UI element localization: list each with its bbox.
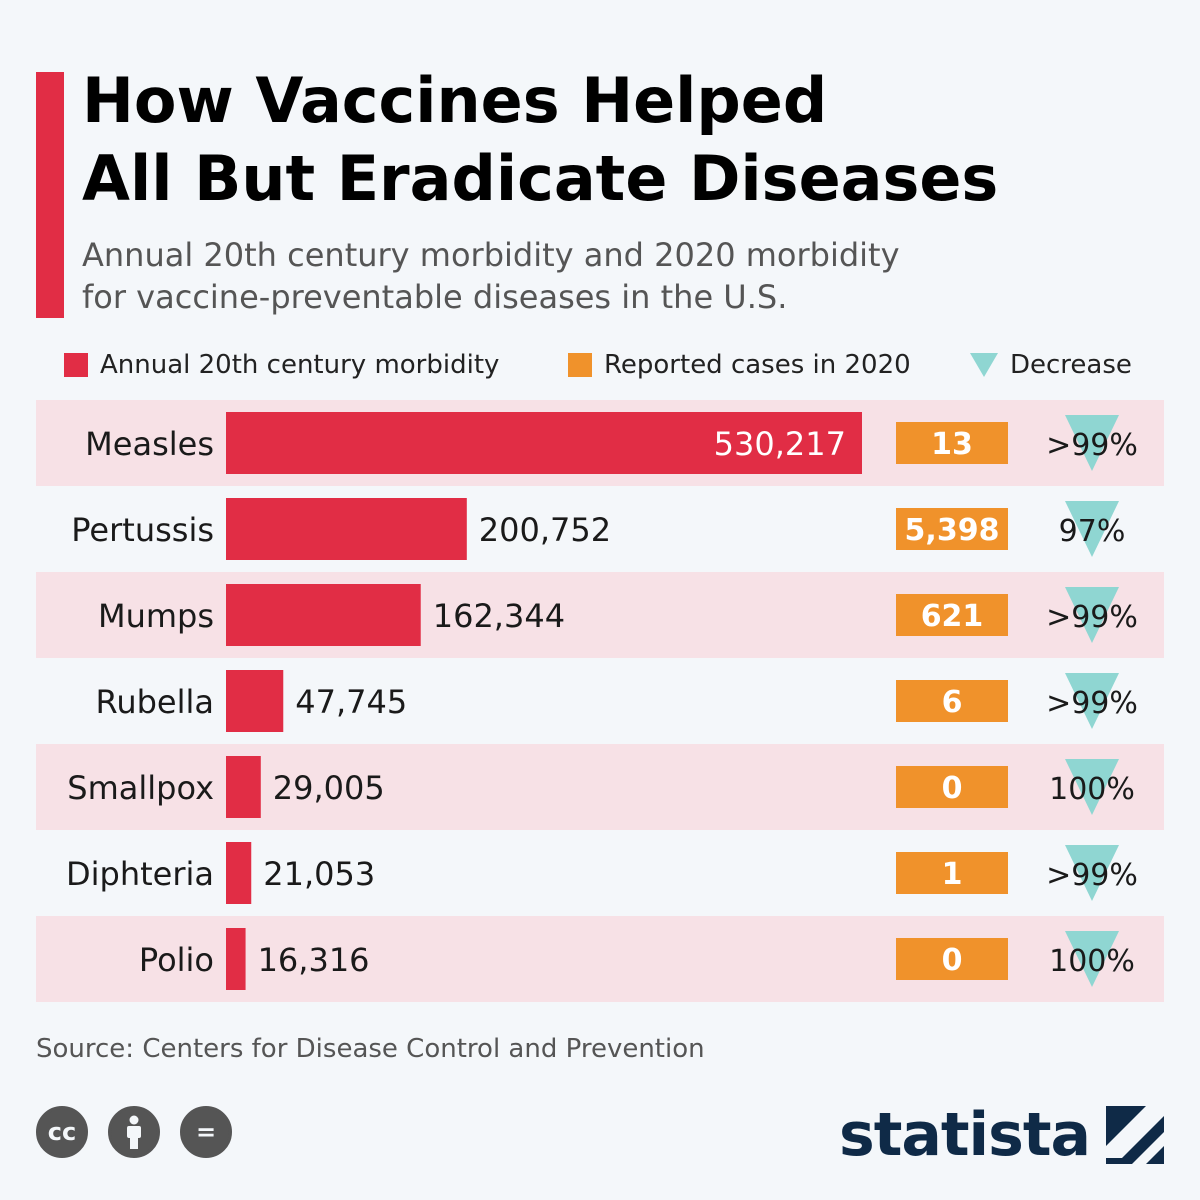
cases-2020-value-label: 1 xyxy=(942,857,963,892)
morbidity-value-label: 530,217 xyxy=(714,425,846,463)
category-label: Rubella xyxy=(96,683,214,721)
morbidity-bar xyxy=(226,842,252,904)
decrease-value-label: >99% xyxy=(1046,686,1138,721)
brand-name: statista xyxy=(838,1100,1091,1170)
category-label: Diphteria xyxy=(66,855,214,893)
decrease-value-label: >99% xyxy=(1046,428,1138,463)
cases-2020-box xyxy=(896,508,1008,550)
title-line-2: All But Eradicate Diseases xyxy=(82,142,999,215)
category-label: Polio xyxy=(139,941,214,979)
category-label: Smallpox xyxy=(67,769,214,807)
cases-2020-box xyxy=(896,852,1008,894)
morbidity-bar xyxy=(226,756,261,818)
decrease-triangle-icon xyxy=(1065,673,1119,729)
by-person-icon[interactable] xyxy=(108,1106,160,1158)
cases-2020-box xyxy=(896,422,1008,464)
page-title: How Vaccines Helped All But Eradicate Di… xyxy=(82,62,1172,218)
legend-item-decrease: Decrease xyxy=(970,350,1132,380)
legend-label-morbidity: Annual 20th century morbidity xyxy=(100,350,500,380)
legend-swatch-cases-2020 xyxy=(568,353,592,377)
morbidity-bar xyxy=(226,928,246,990)
legend-label-cases-2020: Reported cases in 2020 xyxy=(604,350,911,380)
morbidity-value-label: 16,316 xyxy=(258,941,370,979)
decrease-value-label: 100% xyxy=(1049,772,1135,807)
decrease-triangle-icon xyxy=(1065,759,1119,815)
cases-2020-box xyxy=(896,594,1008,636)
legend-label-decrease: Decrease xyxy=(1010,350,1132,380)
morbidity-value-label: 21,053 xyxy=(263,855,375,893)
legend-item-cases-2020: Reported cases in 2020 xyxy=(568,350,911,380)
cases-2020-box xyxy=(896,766,1008,808)
decrease-value-label: >99% xyxy=(1046,858,1138,893)
decrease-triangle-icon xyxy=(1065,501,1119,557)
legend-triangle-icon xyxy=(970,353,998,377)
title-accent-bar xyxy=(36,72,64,318)
morbidity-value-label: 162,344 xyxy=(433,597,565,635)
statista-logo-icon xyxy=(1106,1106,1164,1164)
decrease-value-label: 97% xyxy=(1059,514,1126,549)
no-derivatives-icon[interactable]: = xyxy=(180,1106,232,1158)
cases-2020-box xyxy=(896,680,1008,722)
decrease-triangle-icon xyxy=(1065,845,1119,901)
brand-logo[interactable]: statista xyxy=(839,1100,1164,1170)
cases-2020-value-label: 6 xyxy=(942,685,963,720)
license-icons: cc = xyxy=(36,1106,252,1158)
cases-2020-box xyxy=(896,938,1008,980)
cases-2020-value-label: 0 xyxy=(942,943,963,978)
category-label: Mumps xyxy=(98,597,214,635)
morbidity-bar xyxy=(226,584,421,646)
decrease-triangle-icon xyxy=(1065,587,1119,643)
page-subtitle: Annual 20th century morbidity and 2020 m… xyxy=(82,234,1172,318)
cases-2020-value-label: 621 xyxy=(921,599,984,634)
cases-2020-value-label: 0 xyxy=(942,771,963,806)
morbidity-bar xyxy=(226,670,284,732)
subtitle-line-1: Annual 20th century morbidity and 2020 m… xyxy=(82,236,900,274)
morbidity-value-label: 200,752 xyxy=(479,511,611,549)
cases-2020-value-label: 5,398 xyxy=(905,513,1000,548)
decrease-value-label: >99% xyxy=(1046,600,1138,635)
legend-item-morbidity: Annual 20th century morbidity xyxy=(64,350,499,380)
morbidity-value-label: 29,005 xyxy=(273,769,385,807)
morbidity-value-label: 47,745 xyxy=(295,683,407,721)
morbidity-bar xyxy=(226,498,467,560)
decrease-triangle-icon xyxy=(1065,931,1119,987)
cases-2020-value-label: 13 xyxy=(931,427,973,462)
decrease-triangle-icon xyxy=(1065,415,1119,471)
legend-swatch-morbidity xyxy=(64,353,88,377)
category-label: Pertussis xyxy=(71,511,214,549)
morbidity-bar xyxy=(226,412,862,474)
category-label: Measles xyxy=(85,425,214,463)
source-note: Source: Centers for Disease Control and … xyxy=(36,1034,705,1064)
subtitle-line-2: for vaccine-preventable diseases in the … xyxy=(82,278,788,316)
cc-icon[interactable]: cc xyxy=(36,1106,88,1158)
title-line-1: How Vaccines Helped xyxy=(82,64,828,137)
chart-legend: Annual 20th century morbidity Reported c… xyxy=(64,350,1164,390)
decrease-value-label: 100% xyxy=(1049,944,1135,979)
